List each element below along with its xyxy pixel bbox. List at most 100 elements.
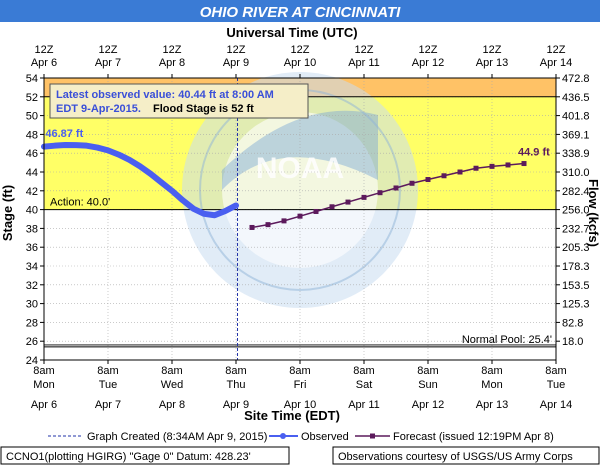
legend: Graph Created (8:34AM Apr 9, 2015) Obser… [48, 431, 554, 443]
edt-tick-day: Tue [547, 379, 566, 391]
edt-tick-date: Apr 13 [476, 399, 508, 411]
observed-point [52, 143, 58, 149]
utc-tick-hour: 12Z [163, 44, 182, 56]
edt-tick-day: Fri [294, 379, 307, 391]
left-axis-title: Stage (ft) [0, 185, 15, 241]
forecast-point [409, 180, 415, 186]
flow-tick-label: 232.7 [562, 223, 590, 235]
y-tick-label: 38 [26, 223, 38, 235]
y-tick-label: 40 [26, 205, 38, 217]
forecast-peak-label: 44.9 ft [518, 147, 550, 159]
edt-tick-date: Apr 11 [348, 399, 380, 411]
y-tick-label: 30 [26, 299, 38, 311]
edt-tick-time: 8am [97, 365, 118, 377]
utc-tick-date: Apr 13 [476, 57, 508, 69]
utc-tick-hour: 12Z [419, 44, 438, 56]
forecast-point [361, 194, 367, 200]
peak-label: 46.87 ft [45, 128, 83, 140]
utc-tick-date: Apr 11 [348, 57, 380, 69]
utc-tick-date: Apr 7 [95, 57, 121, 69]
threshold-label: Action: 40.0' [50, 197, 110, 209]
observed-point [126, 157, 132, 163]
bottom-axis-ticks: 8am Mon Apr 6 8am Tue Apr 7 8am Wed Apr 8 8am Thu A… [31, 360, 572, 411]
forecast-point [441, 173, 447, 179]
flow-tick-label: 256.0 [562, 205, 590, 217]
edt-tick-date: Apr 12 [412, 399, 444, 411]
observed-point [180, 197, 186, 203]
edt-tick-time: 8am [481, 365, 502, 377]
edt-tick-date: Apr 6 [31, 399, 57, 411]
edt-tick-time: 8am [353, 365, 374, 377]
edt-tick-time: 8am [161, 365, 182, 377]
flow-tick-label: 178.3 [562, 261, 590, 273]
forecast-point [329, 204, 335, 210]
footer: CCNO1(plotting HGIRG) "Gage 0" Datum: 42… [0, 446, 600, 465]
utc-tick-date: Apr 6 [31, 57, 57, 69]
edt-tick-date: Apr 9 [223, 399, 249, 411]
legend-forecast: Forecast (issued 12:19PM Apr 8) [393, 431, 554, 443]
flood-stage-text: Flood Stage is 52 ft [153, 103, 254, 115]
y-tick-label: 28 [26, 317, 38, 329]
footer-datum: CCNO1(plotting HGIRG) "Gage 0" Datum: 42… [6, 451, 251, 463]
flow-tick-label: 282.4 [562, 186, 590, 198]
flow-tick-label: 18.0 [562, 336, 583, 348]
latest-observation-box: Latest observed value: 40.44 ft at 8:00 … [49, 83, 309, 119]
forecast-point [249, 224, 255, 230]
forecast-point [265, 222, 271, 228]
forecast-point [521, 161, 527, 167]
edt-tick-date: Apr 8 [159, 399, 185, 411]
edt-tick-day: Thu [227, 379, 246, 391]
y-tick-label: 52 [26, 92, 38, 104]
y-tick-label: 48 [26, 129, 38, 141]
utc-tick-date: Apr 12 [412, 57, 444, 69]
footer-credit: Observations courtesy of USGS/US Army Co… [338, 451, 573, 463]
observed-point [105, 147, 111, 153]
top-axis-title: Universal Time (UTC) [226, 25, 357, 40]
utc-tick-date: Apr 14 [540, 57, 572, 69]
observed-point [222, 208, 228, 214]
right-axis-title: Flow (kcfs) [586, 179, 600, 247]
observed-point [137, 163, 143, 169]
y-tick-label: 42 [26, 186, 38, 198]
edt-tick-date: Apr 10 [284, 399, 316, 411]
threshold-label: Normal Pool: 25.4' [462, 334, 552, 346]
data-series: 46.87 ft 44.9 ft [41, 128, 550, 230]
forecast-point [489, 163, 495, 169]
utc-tick-hour: 12Z [99, 44, 118, 56]
utc-tick-hour: 12Z [227, 44, 246, 56]
flow-tick-label: 310.0 [562, 167, 590, 179]
y-tick-label: 54 [26, 73, 38, 85]
edt-tick-day: Sat [356, 379, 373, 391]
left-axis-ticks: 24 26 28 30 32 34 36 38 40 42 44 46 48 50 52 54 [26, 73, 44, 367]
edt-tick-time: 8am [417, 365, 438, 377]
observed-point [94, 145, 100, 151]
observed-point [62, 142, 68, 148]
edt-tick-date: Apr 14 [540, 399, 572, 411]
edt-tick-day: Wed [161, 379, 183, 391]
title-bar [0, 0, 600, 22]
flow-tick-label: 472.8 [562, 73, 590, 85]
forecast-point [457, 169, 463, 175]
observed-date-text: EDT 9-Apr-2015. [56, 103, 141, 115]
edt-tick-time: 8am [33, 365, 54, 377]
forecast-point [473, 165, 479, 171]
forecast-point [393, 185, 399, 191]
edt-tick-day: Sun [418, 379, 438, 391]
y-tick-label: 24 [26, 355, 38, 367]
bottom-axis-title: Site Time (EDT) [244, 408, 340, 423]
chart-title: OHIO RIVER AT CINCINNATI [200, 4, 401, 21]
edt-tick-time: 8am [545, 365, 566, 377]
flow-tick-label: 338.9 [562, 148, 590, 160]
flow-tick-label: 153.5 [562, 280, 590, 292]
utc-tick-hour: 12Z [291, 44, 310, 56]
edt-tick-day: Tue [99, 379, 118, 391]
observed-point [212, 212, 218, 218]
y-tick-label: 44 [26, 167, 38, 179]
observed-point [148, 171, 154, 177]
utc-tick-date: Apr 8 [159, 57, 185, 69]
flow-tick-label: 82.8 [562, 317, 583, 329]
observed-point [116, 152, 122, 158]
flow-tick-label: 205.3 [562, 242, 590, 254]
edt-tick-date: Apr 7 [95, 399, 121, 411]
edt-tick-day: Mon [481, 379, 502, 391]
